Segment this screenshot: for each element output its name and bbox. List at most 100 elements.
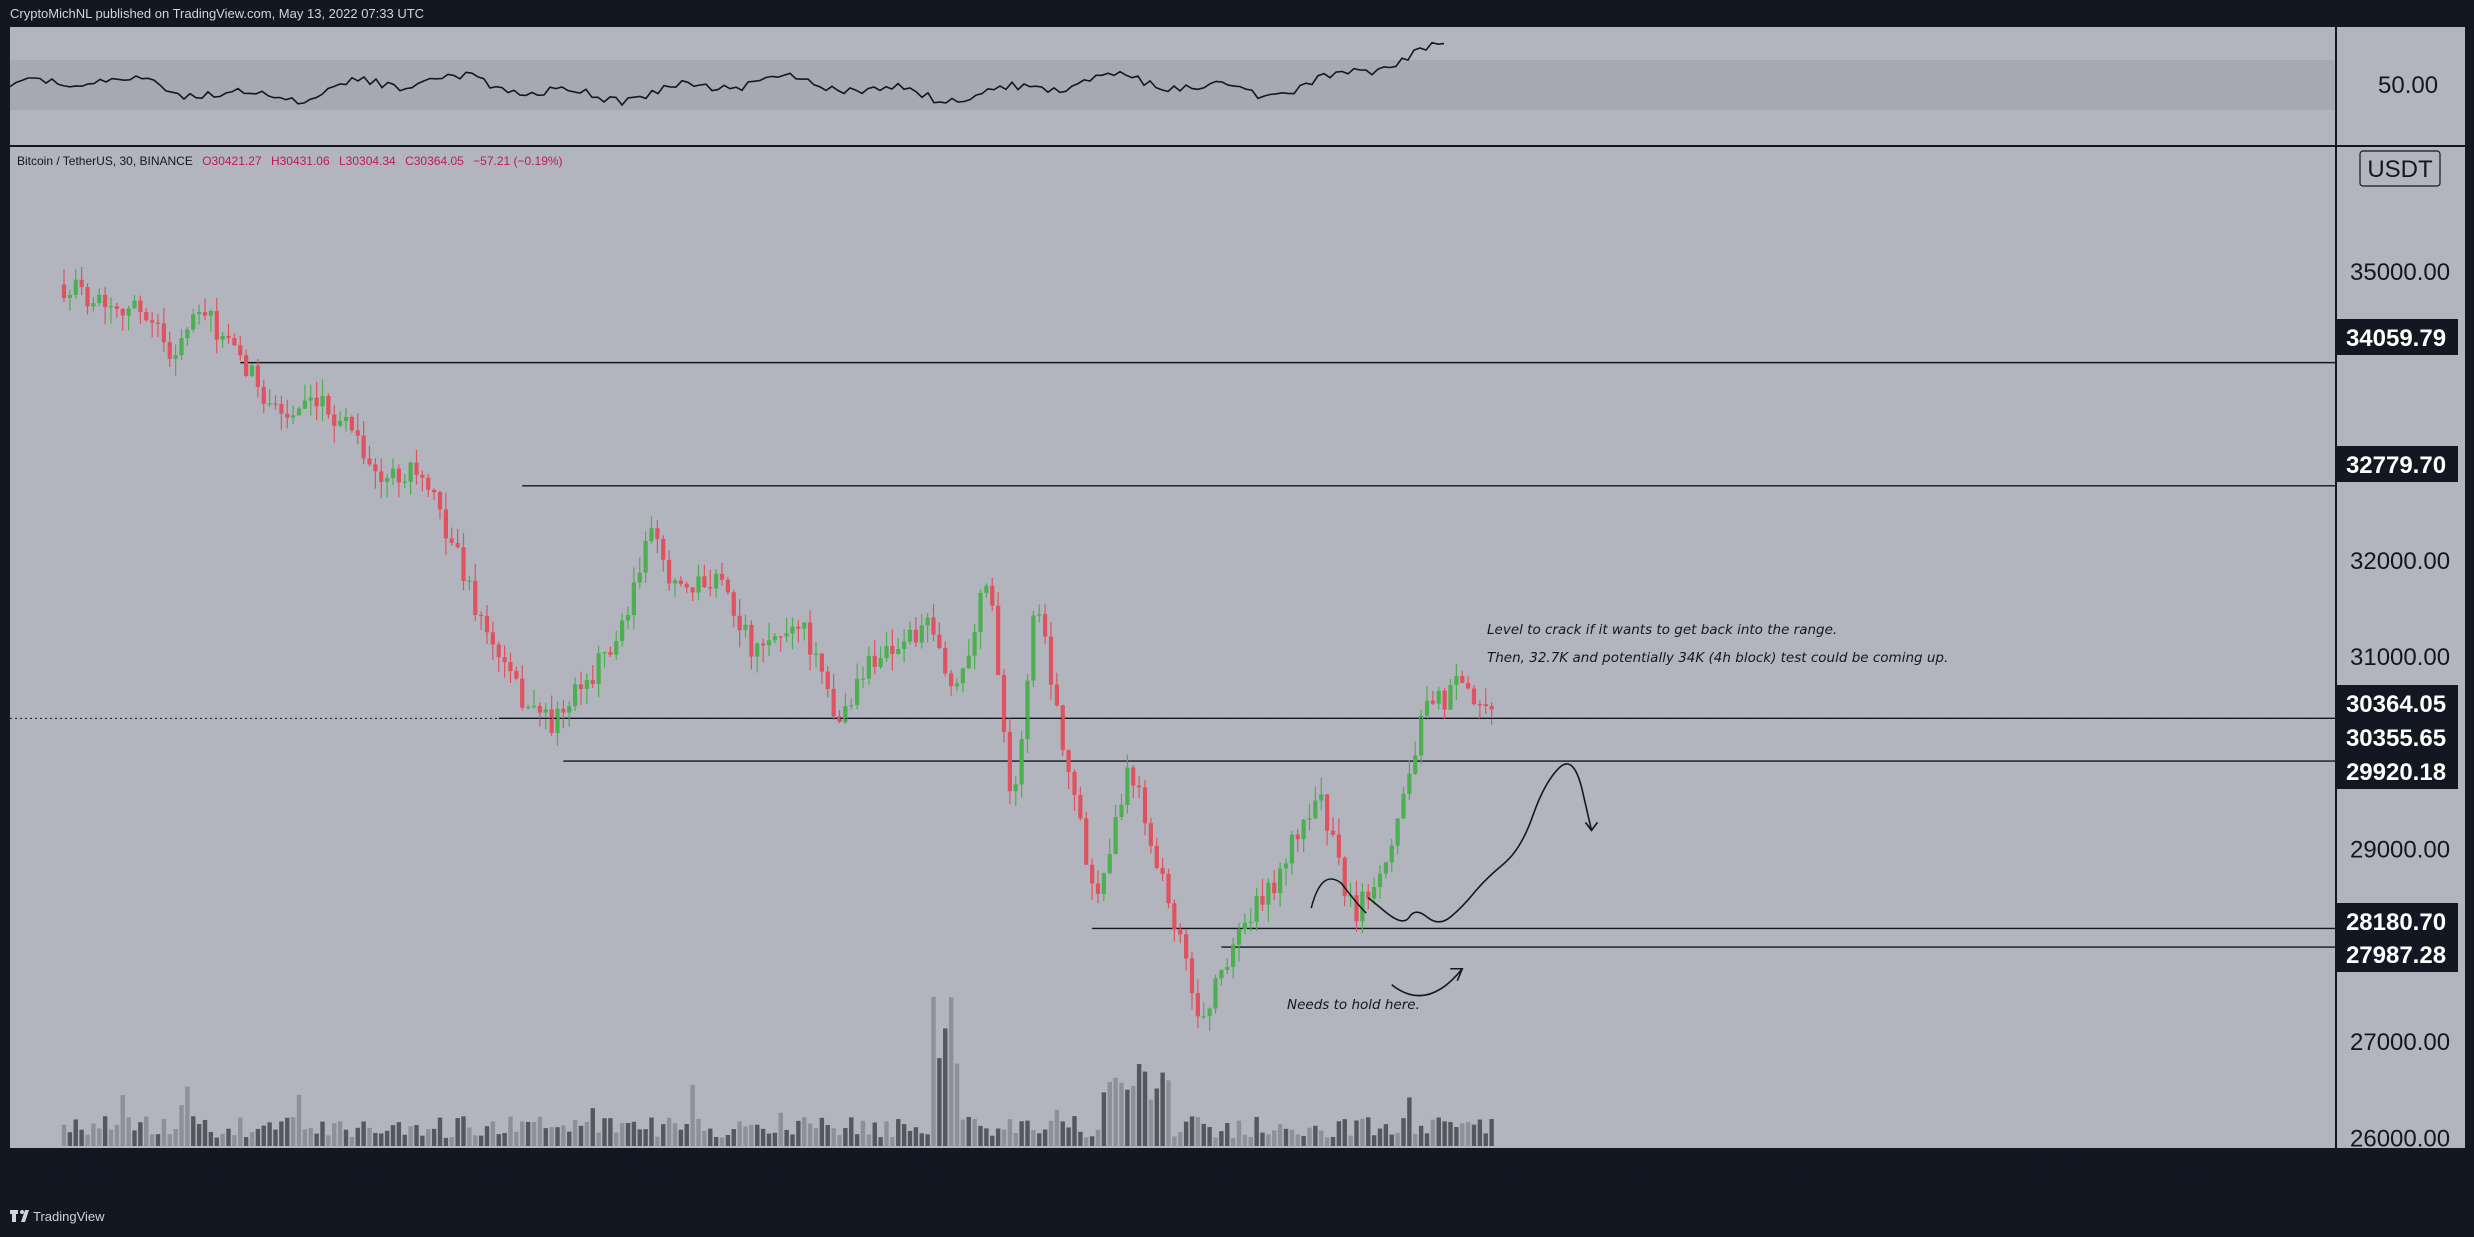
volume-bar — [226, 1128, 231, 1146]
rsi-line — [9, 41, 1445, 107]
volume-bar — [1289, 1129, 1295, 1146]
candle-body — [608, 652, 613, 655]
symbol-legend: Bitcoin / TetherUS, 30, BINANCE O30421.2… — [17, 154, 563, 168]
main-price-panel[interactable] — [10, 147, 2465, 1148]
candle-body — [1043, 614, 1048, 637]
candle-body — [596, 653, 601, 684]
candle-body — [696, 576, 701, 593]
note-level-to-crack[interactable]: Level to crack if it wants to get back i… — [1487, 622, 1837, 638]
candle-body — [1160, 867, 1165, 874]
candle-body — [1254, 896, 1259, 922]
volume-bar — [1007, 1119, 1013, 1146]
volume-bar — [684, 1124, 689, 1146]
candle-body — [1054, 684, 1059, 706]
volume-bar — [402, 1134, 407, 1146]
volume-bar — [1377, 1128, 1383, 1146]
volume-bar — [296, 1094, 302, 1146]
candle-body — [1295, 834, 1300, 840]
candle-body — [1395, 818, 1400, 846]
candle-body — [108, 306, 114, 308]
candle-body — [1454, 675, 1459, 685]
note-needs-to-hold[interactable]: Needs to hold here. — [1287, 997, 1420, 1013]
time-tick-label: 16 — [2182, 1158, 2209, 1185]
time-tick-label: 11 — [770, 1158, 795, 1185]
candle-body — [1119, 804, 1124, 817]
candle-body — [649, 528, 654, 542]
candle-body — [526, 707, 531, 709]
volume-bar — [290, 1117, 296, 1146]
projection-drawing[interactable] — [1310, 763, 1599, 997]
volume-bar — [1201, 1123, 1206, 1146]
candle-body — [1172, 903, 1177, 930]
candlesticks[interactable] — [61, 266, 1494, 1032]
pane-separator[interactable] — [10, 145, 2465, 147]
candle-body — [590, 680, 595, 684]
volume-bar — [943, 1028, 948, 1146]
candle-body — [1407, 773, 1412, 794]
candle-body — [267, 403, 272, 405]
volume-bar — [972, 1119, 977, 1146]
volume-bar — [473, 1135, 478, 1146]
candle-body — [878, 658, 883, 667]
candle-body — [1354, 895, 1359, 922]
candle-body — [837, 716, 842, 722]
volume-bar — [1260, 1132, 1265, 1146]
volume-bar — [431, 1128, 437, 1146]
currency-badge[interactable] — [2359, 150, 2441, 187]
time-tick-label: 12:00 — [2024, 1158, 2084, 1185]
volume-bar — [696, 1118, 701, 1146]
price-tick-label: 31000.00 — [2350, 644, 2450, 671]
volume-bar — [437, 1117, 443, 1146]
time-axis[interactable]: 12:00 9 12:00 10 12:00 11 12:00 12 12:00 13 12:00 1… — [46, 1158, 2209, 1185]
volume-bar — [414, 1125, 419, 1146]
time-tick-label: 15 — [1900, 1158, 1927, 1185]
candle-body — [796, 626, 801, 629]
price-label-box — [2337, 446, 2458, 482]
candle-body — [202, 312, 208, 316]
volume-bar — [543, 1128, 548, 1146]
candle-body — [1213, 978, 1218, 1009]
volume-bar — [784, 1129, 789, 1146]
volume-bar — [1272, 1130, 1277, 1146]
candle-body — [1436, 690, 1441, 704]
volume-bar — [978, 1125, 983, 1146]
last-price-box — [2337, 719, 2458, 755]
note-targets[interactable]: Then, 32.7K and potentially 34K (4h bloc… — [1487, 650, 1948, 666]
volume-bar — [878, 1137, 883, 1146]
candle-body — [73, 279, 78, 295]
price-tick-label: 35000.00 — [2350, 259, 2450, 286]
volume-bar — [590, 1108, 595, 1146]
volume-bar — [1213, 1137, 1218, 1146]
candle-body — [708, 587, 713, 589]
candle-body — [1060, 705, 1065, 751]
candle-body — [185, 329, 190, 339]
projection-path[interactable] — [1367, 763, 1593, 923]
volume-bar — [672, 1123, 678, 1146]
volume-bar — [1178, 1132, 1183, 1146]
candle-body — [849, 705, 854, 707]
candle-body — [661, 538, 666, 560]
volume-bar — [443, 1137, 449, 1146]
volume-bar — [478, 1135, 484, 1146]
volume-bar — [214, 1137, 219, 1146]
candle-body — [555, 708, 560, 734]
candle-body — [255, 365, 260, 387]
volume-bar — [819, 1117, 825, 1146]
volume-bar — [97, 1128, 102, 1146]
candle-body — [672, 580, 678, 584]
candle-body — [314, 397, 319, 407]
volume-bar — [1189, 1116, 1195, 1146]
volume-bar — [1366, 1117, 1371, 1146]
volume-bar — [1207, 1127, 1212, 1146]
volume-bar — [854, 1134, 860, 1146]
time-tick-label: 9 — [211, 1158, 224, 1185]
hold-arc[interactable] — [1391, 968, 1463, 997]
price-tick-label: 29000.00 — [2350, 837, 2450, 864]
candle-body — [1278, 868, 1283, 894]
candle-body — [761, 643, 766, 646]
volume-bar — [1254, 1116, 1259, 1146]
candle-body — [937, 634, 942, 648]
candle-body — [913, 629, 918, 643]
currency-badge-label: USDT — [2367, 156, 2433, 183]
